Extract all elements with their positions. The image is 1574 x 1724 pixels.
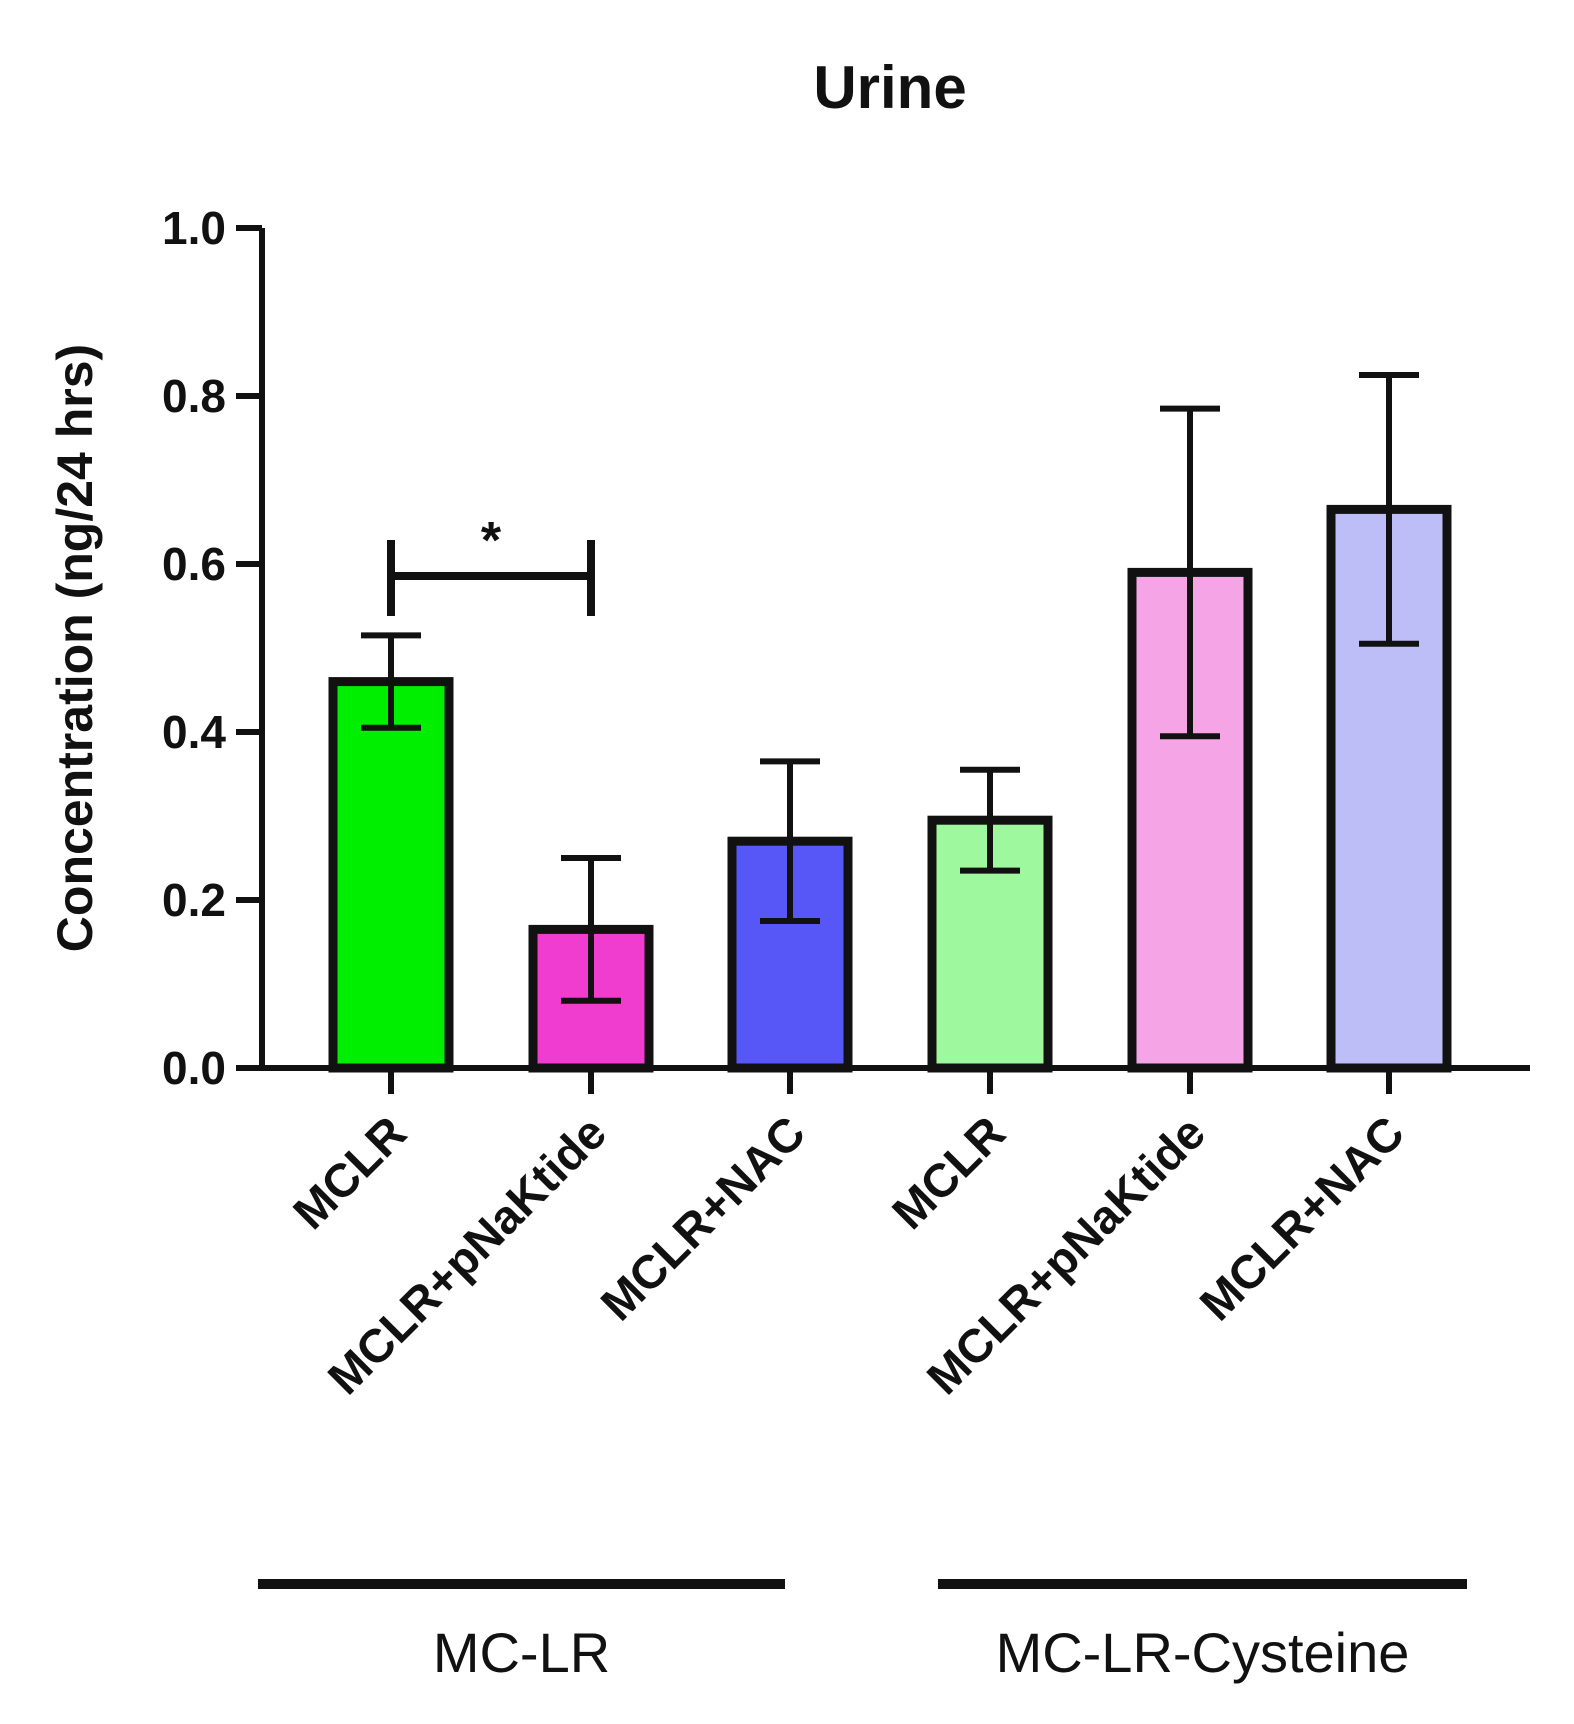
x-tick-label: MCLR (283, 1106, 416, 1239)
error-bars (361, 372, 1419, 1004)
y-axis: 0.0 0.2 0.4 0.6 0.8 1.0 (162, 202, 265, 1094)
group-label: MC-LR (433, 1621, 610, 1684)
bar (1326, 504, 1452, 1073)
group-label: MC-LR-Cysteine (996, 1621, 1410, 1684)
x-tick-label: MCLR (882, 1106, 1015, 1239)
y-tick-label: 0.4 (162, 706, 226, 758)
y-tick-label: 0.0 (162, 1042, 226, 1094)
bar (1127, 567, 1253, 1073)
chart-title: Urine (813, 54, 966, 121)
x-tick-label: MCLR+NAC (590, 1106, 815, 1331)
significance-annotations: * (387, 512, 595, 616)
group-brackets: MC-LR MC-LR-Cysteine (258, 1579, 1467, 1684)
y-tick-label: 0.6 (162, 538, 226, 590)
y-tick-label: 0.8 (162, 370, 226, 422)
y-axis-label: Concentration (ng/24 hrs) (47, 344, 103, 952)
y-tick-label: 0.2 (162, 874, 226, 926)
bars (328, 504, 1452, 1073)
y-tick-label: 1.0 (162, 202, 226, 254)
significance-asterisk: * (481, 512, 502, 570)
x-tick-label: MCLR+NAC (1189, 1106, 1414, 1331)
bar (328, 677, 454, 1073)
